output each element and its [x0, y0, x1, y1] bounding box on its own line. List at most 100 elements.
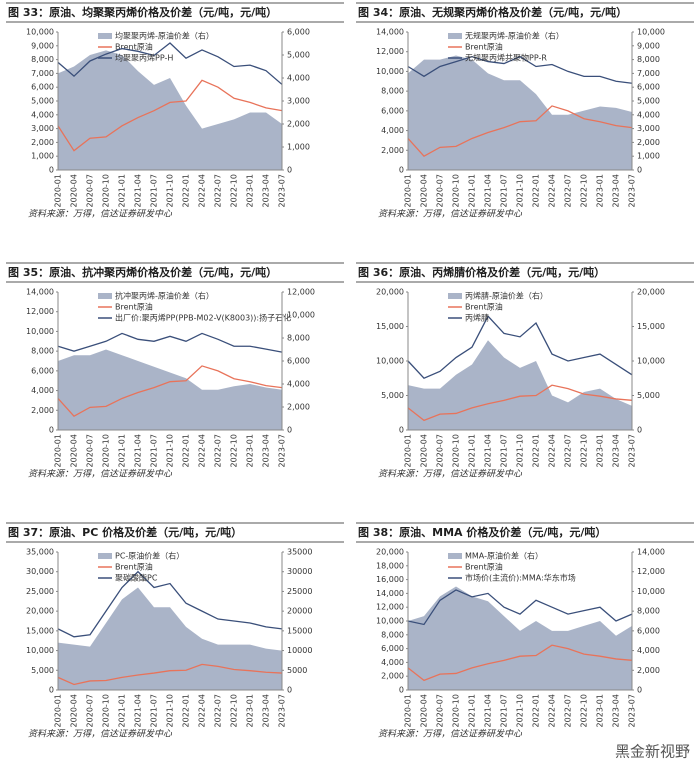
- legend-swatch: [98, 33, 112, 39]
- x-tick-label: 2021-10: [516, 174, 525, 207]
- legend-label: 抗冲聚丙烯-原油价差（右）: [115, 291, 214, 301]
- x-tick-label: 2020-04: [70, 434, 79, 467]
- x-tick-label: 2021-04: [134, 434, 143, 467]
- y-tick-label: 35,000: [26, 548, 54, 557]
- y-tick-label: 6,000: [31, 366, 54, 375]
- price-line: [57, 332, 283, 353]
- legend-label: 市场价(主流价):MMA:华东市场: [465, 573, 576, 583]
- y2-tick-label: 15000: [287, 626, 312, 635]
- legend-label: MMA-原油价差（右）: [465, 551, 543, 561]
- x-tick-label: 2021-07: [500, 174, 509, 207]
- x-tick-label: 2022-10: [230, 434, 239, 467]
- y-tick-label: 25,000: [26, 587, 54, 596]
- x-tick-label: 2021-01: [118, 434, 127, 467]
- x-tick-label: 2020-01: [404, 694, 413, 727]
- x-tick-label: 2022-04: [548, 694, 557, 727]
- x-tick-label: 2021-01: [118, 174, 127, 207]
- y2-tick-label: 0: [287, 686, 292, 695]
- y2-tick-label: 6,000: [637, 626, 660, 635]
- y2-tick-label: 20,000: [637, 288, 665, 297]
- x-tick-label: 2022-07: [564, 174, 573, 207]
- x-tick-label: 2022-04: [548, 174, 557, 207]
- x-tick-label: 2021-10: [166, 434, 175, 467]
- y2-tick-label: 2,000: [637, 138, 660, 147]
- x-tick-label: 2020-07: [436, 434, 445, 467]
- x-tick-label: 2020-01: [54, 694, 63, 727]
- x-tick-label: 2022-10: [580, 434, 589, 467]
- y-tick-label: 5,000: [31, 666, 54, 675]
- x-tick-label: 2023-01: [246, 694, 255, 727]
- y-tick-label: 18,000: [376, 561, 404, 570]
- y2-tick-label: 7,000: [637, 69, 660, 78]
- source-note: 资料来源：万得，信达证券研发中心: [28, 729, 173, 740]
- y2-tick-label: 5,000: [637, 391, 660, 400]
- chart-title: 图 37：原油、PC 价格及价差（元/吨，元/吨）: [8, 525, 242, 539]
- legend-label: 均聚聚丙烯PP-H: [115, 53, 173, 63]
- x-tick-label: 2022-04: [548, 434, 557, 467]
- y-tick-label: 4,000: [381, 658, 404, 667]
- price-line: [407, 644, 633, 682]
- x-tick-label: 2020-10: [452, 174, 461, 207]
- source-note: 资料来源：万得，信达证券研发中心: [28, 469, 173, 480]
- price-line: [407, 384, 633, 422]
- y-tick-label: 20,000: [376, 548, 404, 557]
- y-tick-label: 14,000: [376, 28, 404, 37]
- y2-tick-label: 0: [287, 426, 292, 435]
- x-tick-label: 2023-04: [612, 174, 621, 207]
- y2-tick-label: 6,000: [287, 28, 310, 37]
- y2-tick-label: 12,000: [287, 288, 315, 297]
- y-tick-label: 2,000: [31, 406, 54, 415]
- legend-label: Brent原油: [115, 42, 153, 52]
- chart-title: 图 35：原油、抗冲聚丙烯价格及价差（元/吨，元/吨）: [8, 265, 277, 279]
- watermark: 黑金新视野: [615, 743, 690, 761]
- spread-area: [58, 349, 282, 430]
- spread-area: [58, 587, 282, 690]
- legend-swatch: [448, 553, 462, 559]
- x-tick-label: 2021-10: [516, 434, 525, 467]
- y2-tick-label: 0: [637, 686, 642, 695]
- y-tick-label: 5,000: [31, 97, 54, 106]
- y2-tick-label: 4,000: [287, 380, 310, 389]
- chart-title: 图 34：原油、无规聚丙烯价格及价差（元/吨，元/吨）: [358, 5, 627, 19]
- y-tick-label: 2,000: [381, 146, 404, 155]
- legend-label: Brent原油: [115, 302, 153, 312]
- y-tick-label: 7,000: [31, 69, 54, 78]
- y2-tick-label: 12,000: [637, 567, 665, 576]
- y2-tick-label: 8,000: [637, 607, 660, 616]
- x-tick-label: 2020-01: [54, 434, 63, 467]
- x-tick-label: 2020-07: [86, 434, 95, 467]
- x-tick-label: 2022-07: [214, 694, 223, 727]
- x-tick-label: 2023-07: [628, 174, 637, 207]
- y-tick-label: 14,000: [26, 288, 54, 297]
- price-line: [407, 55, 633, 84]
- y-tick-label: 1,000: [31, 152, 54, 161]
- x-tick-label: 2021-07: [150, 434, 159, 467]
- y-tick-label: 2,000: [31, 138, 54, 147]
- legend-label: 丙烯腈-原油价差（右）: [465, 291, 548, 301]
- price-line: [57, 42, 283, 85]
- y2-tick-label: 10000: [287, 646, 312, 655]
- y-tick-label: 12,000: [26, 307, 54, 316]
- y2-tick-label: 20000: [287, 607, 312, 616]
- y-tick-label: 10,000: [376, 357, 404, 366]
- y-tick-label: 0: [49, 166, 54, 175]
- x-tick-label: 2022-04: [198, 694, 207, 727]
- y2-tick-label: 2,000: [287, 403, 310, 412]
- legend-swatch: [98, 553, 112, 559]
- x-tick-label: 2021-10: [516, 694, 525, 727]
- y-tick-label: 20,000: [376, 288, 404, 297]
- y-tick-label: 30,000: [26, 567, 54, 576]
- y-tick-label: 10,000: [376, 67, 404, 76]
- x-tick-label: 2023-04: [262, 434, 271, 467]
- x-tick-label: 2022-10: [580, 694, 589, 727]
- x-tick-label: 2021-07: [150, 694, 159, 727]
- y2-tick-label: 5,000: [637, 97, 660, 106]
- chart-title: 图 36：原油、丙烯腈价格及价差（元/吨，元/吨）: [358, 265, 605, 279]
- x-tick-label: 2021-01: [118, 694, 127, 727]
- x-tick-label: 2022-01: [182, 174, 191, 207]
- y2-tick-label: 3,000: [287, 97, 310, 106]
- x-tick-label: 2020-07: [436, 694, 445, 727]
- x-tick-label: 2023-01: [596, 694, 605, 727]
- y2-tick-label: 4,000: [287, 74, 310, 83]
- y2-tick-label: 1,000: [287, 143, 310, 152]
